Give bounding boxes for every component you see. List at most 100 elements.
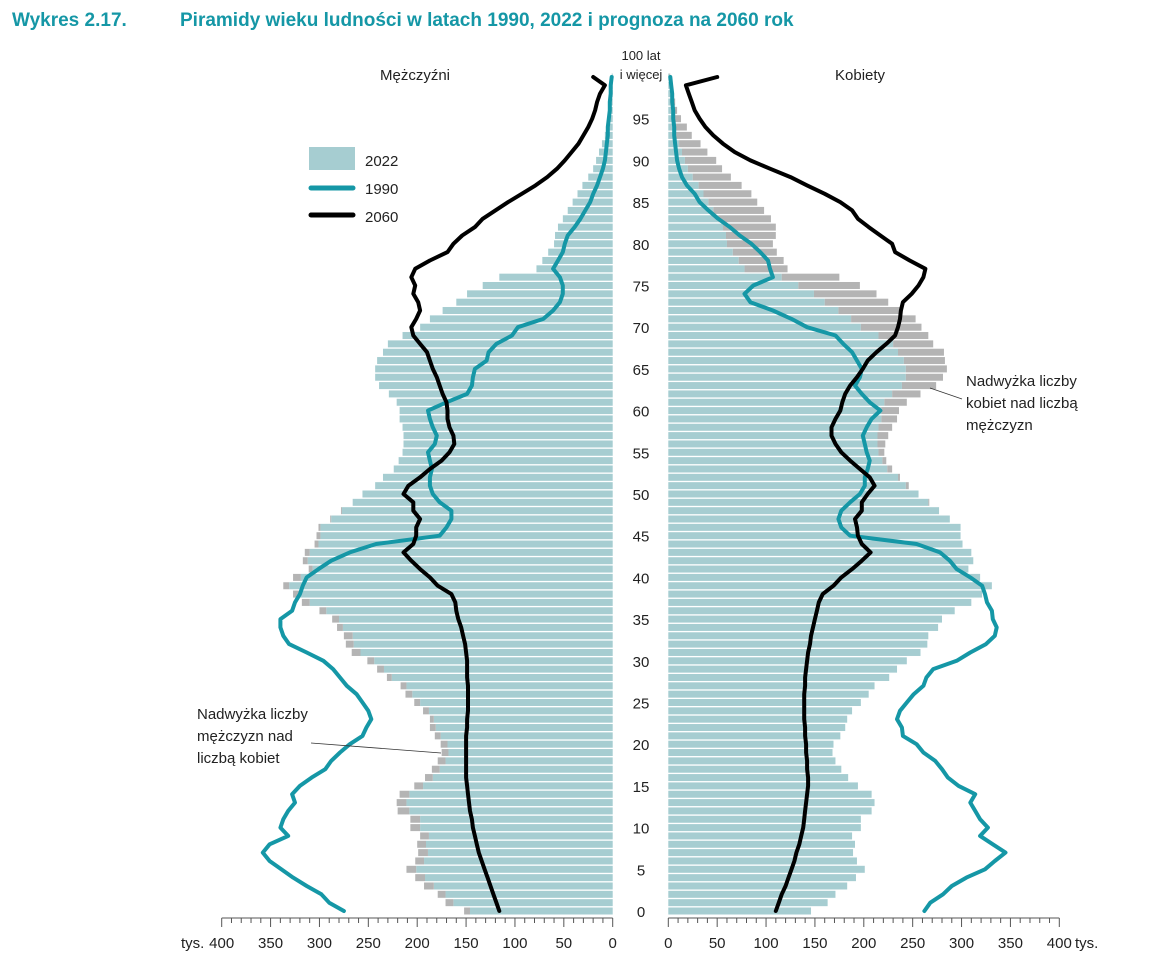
bar-male-2022-age-59: [399, 415, 613, 423]
bar-male-excess-age-28: [386, 673, 392, 681]
bar-male-excess-age-27: [400, 682, 407, 690]
bar-female-2022-age-83: [668, 215, 719, 223]
bar-male-2022-age-9: [428, 832, 613, 840]
bar-male-2022-age-36: [326, 607, 613, 615]
bar-male-2022-age-73: [456, 298, 613, 306]
bar-female-excess-age-87: [698, 181, 742, 189]
bar-male-excess-age-36: [319, 607, 327, 615]
bar-male-2022-age-61: [396, 398, 613, 406]
bar-female-2022-age-56: [668, 440, 878, 448]
bar-female-excess-age-85: [708, 198, 758, 206]
bar-female-2022-age-70: [668, 323, 861, 331]
bar-male-2022-age-67: [382, 348, 613, 356]
bar-male-excess-age-31: [351, 648, 361, 656]
bar-male-2022-age-83: [562, 215, 613, 223]
bar-female-excess-age-52: [898, 473, 900, 481]
bar-male-2022-age-15: [423, 782, 613, 790]
bar-female-excess-age-65: [905, 365, 947, 373]
bar-male-2022-age-10: [420, 824, 613, 832]
bar-female-2022-age-60: [668, 407, 882, 415]
unit-label-left: tys.: [181, 935, 204, 952]
bar-male-2022-age-46: [320, 523, 613, 531]
bar-female-2022-age-99: [668, 81, 670, 89]
bar-male-excess-age-3: [424, 882, 434, 890]
bar-female-excess-age-88: [692, 173, 731, 181]
bar-female-2022-age-43: [668, 548, 972, 556]
bar-female-2022-age-22: [668, 724, 846, 732]
legend: 2022 1990 2060: [308, 147, 398, 226]
bar-male-excess-age-22: [429, 724, 436, 732]
bar-female-2022-age-44: [668, 540, 963, 548]
bar-male-2022-age-55: [402, 448, 613, 456]
bar-male-2022-age-57: [403, 432, 613, 440]
age-tick-label: 0: [637, 904, 645, 921]
bar-female-2022-age-17: [668, 765, 842, 773]
bar-female-excess-age-55: [878, 448, 885, 456]
bar-female-excess-age-89: [687, 165, 723, 173]
age-tick-label: 30: [633, 654, 650, 671]
bar-female-2022-age-76: [668, 273, 782, 281]
bar-female-2022-age-59: [668, 415, 882, 423]
bar-male-2022-age-72: [442, 307, 613, 315]
annotation-leader-line: [929, 387, 963, 400]
x-tick-label-right: 350: [998, 935, 1023, 952]
bar-male-2022-age-56: [403, 440, 613, 448]
bar-male-2022-age-63: [379, 382, 613, 390]
bar-male-2022-age-44: [318, 540, 613, 548]
bar-female-2022-age-53: [668, 465, 888, 473]
bar-male-2022-age-28: [391, 673, 613, 681]
age-tick-label: 25: [633, 696, 650, 713]
bar-male-2022-age-13: [406, 799, 613, 807]
bar-male-excess-age-26: [405, 690, 413, 698]
bar-female-2022-age-84: [668, 206, 714, 214]
bar-female-excess-age-54: [882, 457, 887, 465]
figure-number: Wykres 2.17.: [12, 10, 127, 31]
bar-male-excess-age-20: [440, 740, 448, 748]
bar-male-2022-age-51: [375, 482, 613, 490]
bar-female-2022-age-64: [668, 373, 906, 381]
x-tick-label-right: 50: [709, 935, 726, 952]
bar-male-excess-age-15: [414, 782, 424, 790]
bar-male-2022-age-17: [439, 765, 613, 773]
bar-male-2022-age-31: [360, 648, 613, 656]
bar-male-2022-age-62: [388, 390, 613, 398]
bar-female-2022-age-55: [668, 448, 879, 456]
bar-female-2022-age-36: [668, 607, 955, 615]
bar-female-2022-age-26: [668, 690, 869, 698]
bar-female-2022-age-52: [668, 473, 899, 481]
bar-male-excess-age-5: [406, 865, 417, 873]
bar-female-excess-age-51: [905, 482, 909, 490]
bar-male-excess-age-32: [345, 640, 354, 648]
bar-female-2022-age-46: [668, 523, 961, 531]
bar-female-excess-age-63: [901, 382, 937, 390]
bar-male-2022-age-47: [331, 515, 613, 523]
bar-female-2022-age-39: [668, 582, 992, 590]
x-tick-label-left: 200: [405, 935, 430, 952]
bar-male-2022-age-0: [469, 907, 613, 915]
bar-female-2022-age-71: [668, 315, 852, 323]
bar-male-2022-age-6: [424, 857, 613, 865]
bar-male-excess-age-23: [429, 715, 434, 723]
legend-label-1990: 1990: [365, 181, 398, 198]
x-tick-label-left: 350: [258, 935, 283, 952]
bar-female-2022-age-50: [668, 490, 919, 498]
bar-male-excess-age-46: [318, 523, 321, 531]
age-tick-label: 35: [633, 612, 650, 629]
annotation-line: mężczyzn: [966, 417, 1033, 434]
bar-female-2022-age-51: [668, 482, 906, 490]
bar-male-2022-age-2: [445, 890, 613, 898]
bar-female-excess-age-71: [851, 315, 916, 323]
bar-female-2022-age-61: [668, 398, 885, 406]
age-tick-label: 95: [633, 112, 650, 129]
bar-male-2022-age-66: [377, 357, 613, 365]
bar-male-excess-age-37: [301, 598, 310, 606]
bar-female-excess-age-79: [732, 248, 777, 256]
bar-female-2022-age-16: [668, 774, 849, 782]
bar-female-2022-age-65: [668, 365, 906, 373]
bar-male-2022-age-32: [353, 640, 613, 648]
age-tick-label: 15: [633, 779, 650, 796]
bar-male-2022-age-53: [393, 465, 613, 473]
bar-female-2022-age-54: [668, 457, 883, 465]
age-tick-label: 65: [633, 362, 650, 379]
